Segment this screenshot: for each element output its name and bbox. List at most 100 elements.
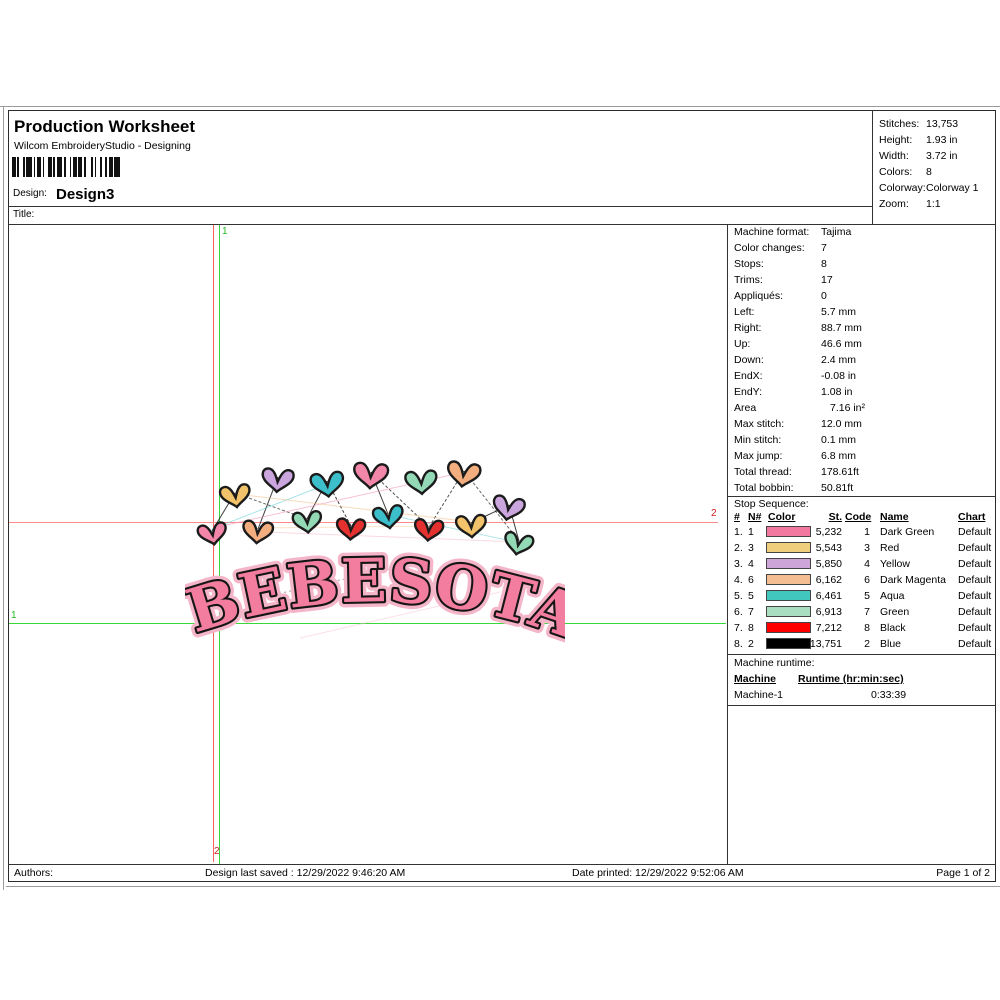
stat-value: 13,753 <box>926 118 959 130</box>
info-value: 6.8 mm <box>821 450 857 462</box>
info-value: 1.08 in <box>821 386 853 398</box>
info-label: Total bobbin: <box>734 482 794 494</box>
info-value: 0.1 mm <box>821 434 857 446</box>
app-subtitle: Wilcom EmbroideryStudio - Designing <box>14 140 191 152</box>
stop-row: 7. 8 7,212 8 Black Default <box>734 622 992 634</box>
info-value: 0 <box>821 290 827 302</box>
stop-row: 8. 2 13,751 2 Blue Default <box>734 638 992 650</box>
col-n: N# <box>748 511 762 523</box>
info-label: Machine format: <box>734 226 810 238</box>
page-title: Production Worksheet <box>14 117 196 136</box>
stat-row: Colorway: Colorway 1 <box>873 180 996 196</box>
stat-label: Colors: <box>879 166 913 178</box>
info-label: Down: <box>734 354 764 366</box>
stop-row: 2. 3 5,543 3 Red Default <box>734 542 992 554</box>
word-bebesota: BEBESOTA <box>185 546 565 653</box>
thread-color-swatch <box>766 574 811 585</box>
stop-row: 4. 6 6,162 6 Dark Magenta Default <box>734 574 992 586</box>
col-code: Code <box>845 511 872 523</box>
embroidery-design-preview: BEBESOTA BEBESOTA <box>185 459 565 655</box>
info-label: Max stitch: <box>734 418 785 430</box>
stat-value: 1:1 <box>926 198 941 210</box>
stat-label: Zoom: <box>879 198 909 210</box>
thread-color-swatch <box>766 622 811 633</box>
machine-name: Machine-1 <box>734 689 784 701</box>
ruler-h-green <box>9 623 726 624</box>
stat-label: Width: <box>879 150 909 162</box>
info-value: 178.61ft <box>821 466 859 478</box>
info-value: 8 <box>821 258 827 270</box>
stat-label: Stitches: <box>879 118 920 130</box>
stat-value: 3.72 in <box>926 150 958 162</box>
machine-runtime-title: Machine runtime: <box>734 657 815 669</box>
info-value: 12.0 mm <box>821 418 862 430</box>
info-value: 88.7 mm <box>821 322 862 334</box>
footer-divider <box>8 864 996 865</box>
info-value: 50.81ft <box>821 482 854 494</box>
stat-label: Height: <box>879 134 913 146</box>
stat-row: Colors: 8 <box>873 164 996 180</box>
col-name: Name <box>880 511 909 523</box>
info-label: Up: <box>734 338 751 350</box>
stat-row: Zoom: 1:1 <box>873 196 996 212</box>
ruler-label-h-green: 1 <box>11 610 17 621</box>
ruler-label-v-red: 2 <box>214 846 220 857</box>
title-label: Title: <box>13 209 35 220</box>
design-name: Design3 <box>56 186 115 203</box>
canvas-left-edge <box>3 106 4 890</box>
info-value: 2.4 mm <box>821 354 857 366</box>
info-value: 7 <box>821 242 827 254</box>
machine-runtime-section: Machine runtime: Machine Runtime (hr:min… <box>728 654 996 706</box>
page-shadow-bottom <box>6 886 1000 887</box>
col-machine: Machine <box>734 673 777 685</box>
ruler-label-h-red: 2 <box>711 508 717 519</box>
stat-label: Colorway: <box>879 182 926 194</box>
header-divider <box>8 224 996 225</box>
info-label: Min stitch: <box>734 434 782 446</box>
thread-color-swatch <box>766 558 811 569</box>
design-stats-box: Stitches: 13,753 Height: 1.93 in Width: 3.7… <box>872 110 996 224</box>
stop-sequence-section: Stop Sequence: # N# Color St. Code Name … <box>728 496 996 654</box>
col-st: St. <box>828 511 842 523</box>
info-value: 17 <box>821 274 833 286</box>
stat-row: Stitches: 13,753 <box>873 116 996 132</box>
thread-color-swatch <box>766 638 811 649</box>
info-label: EndY: <box>734 386 763 398</box>
info-label: EndX: <box>734 370 763 382</box>
stat-row: Height: 1.93 in <box>873 132 996 148</box>
col-chart: Chart <box>958 511 986 523</box>
footer-last-saved: Design last saved : 12/29/2022 9:46:20 A… <box>205 867 406 879</box>
design-label: Design: <box>13 188 47 199</box>
stop-sequence-header: # N# Color St. Code Name Chart <box>728 511 996 524</box>
canvas-top-edge <box>0 106 1000 107</box>
stop-row: 6. 7 6,913 7 Green Default <box>734 606 992 618</box>
stop-row: 1. 1 5,232 1 Dark Green Default <box>734 526 992 538</box>
footer-page-number: Page 1 of 2 <box>936 867 990 879</box>
info-label: Color changes: <box>734 242 805 254</box>
stat-value: 1.93 in <box>926 134 958 146</box>
stop-row: 3. 4 5,850 4 Yellow Default <box>734 558 992 570</box>
ruler-v-green <box>219 225 220 864</box>
stat-value: Colorway 1 <box>926 182 979 194</box>
stat-row: Width: 3.72 in <box>873 148 996 164</box>
info-label: Trims: <box>734 274 763 286</box>
thread-color-swatch <box>766 526 811 537</box>
info-label: Left: <box>734 306 755 318</box>
stop-row: 5. 5 6,461 5 Aqua Default <box>734 590 992 602</box>
title-row-divider <box>8 206 872 207</box>
info-panel: Machine format: Tajima Color changes: 7 St… <box>727 224 996 865</box>
info-label: Appliqués: <box>734 290 784 302</box>
info-label: Area <box>734 402 757 414</box>
info-value: 46.6 mm <box>821 338 862 350</box>
info-value: 5.7 mm <box>821 306 857 318</box>
info-value: Tajima <box>821 226 852 238</box>
design-barcode <box>12 157 120 177</box>
info-value: 7.16 in² <box>830 402 866 414</box>
stat-value: 8 <box>926 166 932 178</box>
footer-date-printed: Date printed: 12/29/2022 9:52:06 AM <box>572 867 744 879</box>
thread-color-swatch <box>766 606 811 617</box>
ruler-label-v-green: 1 <box>222 226 228 237</box>
info-label: Max jump: <box>734 450 783 462</box>
footer-authors: Authors: <box>14 867 54 879</box>
